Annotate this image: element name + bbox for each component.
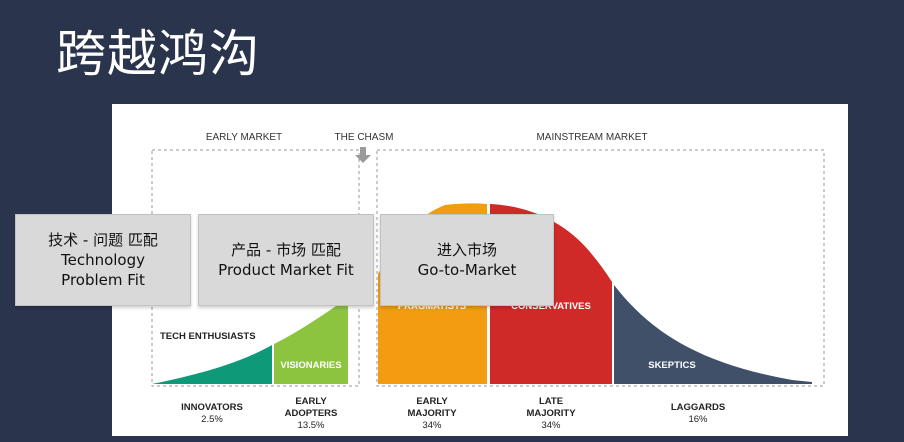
skeptics-label: SKEPTICS [648, 360, 696, 371]
early-majority-name2: MAJORITY [407, 408, 457, 419]
technology-problem-fit-en1: Technology [60, 251, 146, 269]
innovators-pct: 2.5% [201, 414, 223, 425]
technology-problem-fit-box: 技术 - 问题 匹配 Technology Problem Fit [15, 214, 191, 306]
early-adopters-pct: 13.5% [298, 420, 325, 431]
mainstream-market-box [376, 149, 825, 387]
early-majority-group-label: EARLY MAJORITY 34% [407, 396, 457, 431]
early-adopters-group-label: EARLY ADOPTERS 13.5% [285, 396, 338, 431]
late-majority-name2: MAJORITY [526, 408, 576, 419]
early-adopters-name: EARLY [295, 396, 327, 407]
chasm-arrow-icon [355, 147, 371, 163]
go-to-market-cn: 进入市场 [436, 241, 497, 259]
pragmatists-label: PRAGMATISTS [398, 301, 466, 312]
innovators-group-label: INNOVATORS 2.5% [181, 402, 243, 425]
early-majority-name: EARLY [416, 396, 448, 407]
laggards-name: LAGGARDS [671, 402, 725, 413]
late-majority-group-label: LATE MAJORITY 34% [526, 396, 576, 431]
product-market-fit-en: Product Market Fit [218, 261, 354, 279]
laggards-pct: 16% [688, 414, 708, 425]
innovators-segment [152, 345, 272, 384]
product-market-fit-box: 产品 - 市场 匹配 Product Market Fit [198, 214, 374, 306]
go-to-market-box: 进入市场 Go-to-Market [380, 214, 554, 306]
early-adopters-name2: ADOPTERS [285, 408, 338, 419]
laggards-segment [614, 285, 812, 384]
the-chasm-label: THE CHASM [335, 132, 394, 143]
conservatives-label: CONSERVATIVES [511, 301, 591, 312]
early-majority-pct: 34% [422, 420, 442, 431]
page-title: 跨越鸿沟 [56, 25, 260, 83]
technology-problem-fit-en2: Problem Fit [61, 271, 145, 289]
go-to-market-en: Go-to-Market [417, 261, 517, 279]
early-adopters-segment [274, 298, 348, 384]
innovators-name: INNOVATORS [181, 402, 243, 413]
visionaries-label: VISIONARIES [280, 360, 341, 371]
laggards-group-label: LAGGARDS 16% [671, 402, 725, 425]
mainstream-market-label: MAINSTREAM MARKET [536, 132, 647, 143]
late-majority-name: LATE [539, 396, 563, 407]
tech-enthusiasts-label: TECH ENTHUSIASTS [160, 331, 256, 342]
technology-problem-fit-cn: 技术 - 问题 匹配 [48, 231, 158, 249]
product-market-fit-cn: 产品 - 市场 匹配 [231, 241, 341, 259]
late-majority-pct: 34% [541, 420, 561, 431]
early-market-label: EARLY MARKET [206, 132, 282, 143]
